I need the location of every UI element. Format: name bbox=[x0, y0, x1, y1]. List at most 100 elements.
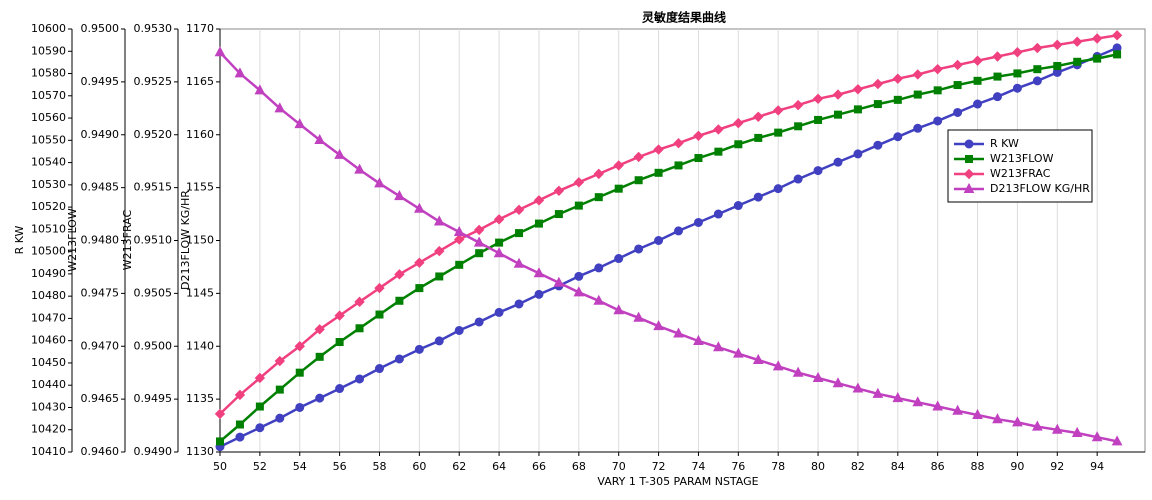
data-point bbox=[614, 254, 624, 264]
y-tick-label: 1130 bbox=[186, 445, 214, 458]
data-point bbox=[932, 63, 943, 75]
data-point bbox=[513, 204, 525, 216]
y-tick-label: 0.9495 bbox=[134, 392, 173, 405]
data-point bbox=[1013, 69, 1022, 78]
data-point bbox=[435, 272, 444, 281]
y-tick-label: 10470 bbox=[31, 311, 66, 324]
y-tick-label: 0.9460 bbox=[81, 445, 120, 458]
x-tick-label: 76 bbox=[731, 460, 745, 473]
y-tick-label: 0.9500 bbox=[134, 339, 173, 352]
data-point bbox=[573, 286, 585, 297]
data-point bbox=[852, 382, 864, 393]
y-tick-label: 10510 bbox=[31, 222, 66, 235]
data-point bbox=[814, 115, 823, 124]
data-point bbox=[533, 195, 545, 206]
data-point bbox=[216, 437, 224, 446]
series-line bbox=[219, 46, 1118, 448]
y-tick-label: 10550 bbox=[31, 133, 66, 146]
y-tick-label: 1155 bbox=[186, 181, 214, 194]
data-point bbox=[593, 168, 604, 180]
y-tick-label: 10440 bbox=[31, 378, 66, 391]
y-tick-label: 0.9485 bbox=[81, 181, 120, 194]
x-tick-label: 54 bbox=[293, 460, 307, 473]
data-point bbox=[1052, 39, 1063, 51]
data-point bbox=[653, 320, 664, 331]
x-axis-label: VARY 1 T-305 PARAM NSTAGE bbox=[597, 475, 758, 488]
data-point bbox=[912, 396, 924, 407]
data-point bbox=[594, 193, 603, 202]
data-point bbox=[972, 55, 983, 66]
y-tick-label: 0.9500 bbox=[81, 22, 120, 35]
data-point bbox=[973, 99, 983, 109]
y-tick-label: 1160 bbox=[186, 128, 214, 141]
data-point bbox=[274, 355, 286, 367]
y-tick-label: 10480 bbox=[31, 289, 66, 302]
data-point bbox=[733, 201, 743, 211]
x-tick-label: 62 bbox=[452, 460, 466, 473]
data-point bbox=[294, 341, 305, 352]
x-tick-label: 56 bbox=[333, 460, 347, 473]
data-point bbox=[912, 69, 923, 80]
data-point bbox=[833, 157, 843, 167]
data-point bbox=[574, 201, 583, 210]
data-point bbox=[214, 46, 226, 57]
data-point bbox=[1012, 47, 1023, 58]
data-point bbox=[634, 244, 644, 254]
x-tick-label: 64 bbox=[492, 460, 506, 473]
data-point bbox=[1072, 36, 1083, 47]
y-tick-label: 10500 bbox=[31, 245, 66, 258]
data-point bbox=[414, 202, 425, 213]
data-point bbox=[793, 174, 803, 184]
y-tick-label: 1140 bbox=[186, 339, 214, 352]
data-point bbox=[234, 67, 246, 78]
y-tick-label: 1170 bbox=[186, 22, 214, 35]
series-line bbox=[219, 51, 1118, 443]
data-point bbox=[892, 73, 904, 84]
data-point bbox=[274, 102, 286, 113]
data-point bbox=[1012, 83, 1022, 93]
data-point bbox=[335, 338, 344, 347]
data-point bbox=[275, 413, 285, 423]
data-point bbox=[453, 225, 465, 237]
data-point bbox=[315, 393, 325, 403]
data-point bbox=[255, 402, 264, 411]
data-point bbox=[753, 192, 763, 202]
data-point bbox=[214, 408, 226, 420]
y-axis-label: D213FLOW KG/HR bbox=[179, 190, 192, 290]
data-point bbox=[374, 282, 385, 294]
data-point bbox=[493, 247, 505, 258]
data-point bbox=[792, 366, 804, 377]
data-point bbox=[554, 210, 563, 219]
y-tick-label: 1165 bbox=[186, 75, 214, 88]
data-point bbox=[754, 133, 763, 142]
y-tick-label: 0.9520 bbox=[134, 128, 173, 141]
data-point bbox=[314, 133, 326, 145]
data-point bbox=[295, 368, 304, 377]
y-tick-label: 10530 bbox=[31, 178, 66, 191]
data-point bbox=[1091, 33, 1103, 44]
data-point bbox=[812, 371, 824, 382]
x-tick-label: 68 bbox=[572, 460, 586, 473]
x-tick-label: 90 bbox=[1010, 460, 1024, 473]
y-tick-label: 10570 bbox=[31, 89, 66, 102]
data-point bbox=[534, 289, 544, 299]
data-point bbox=[374, 177, 385, 188]
data-point bbox=[473, 236, 485, 247]
x-tick-label: 60 bbox=[412, 460, 426, 473]
data-point bbox=[234, 389, 246, 401]
data-point bbox=[673, 138, 684, 149]
data-point bbox=[853, 149, 863, 159]
data-point bbox=[1111, 30, 1123, 41]
data-point bbox=[355, 324, 364, 333]
data-point bbox=[594, 263, 604, 273]
data-point bbox=[753, 111, 764, 122]
y-tick-label: 10410 bbox=[31, 445, 66, 458]
data-point bbox=[354, 296, 365, 308]
y-tick-label: 10450 bbox=[31, 356, 66, 369]
data-point bbox=[992, 92, 1002, 102]
legend-label: W213FRAC bbox=[990, 167, 1051, 180]
data-point bbox=[354, 163, 365, 174]
data-point bbox=[254, 84, 266, 95]
